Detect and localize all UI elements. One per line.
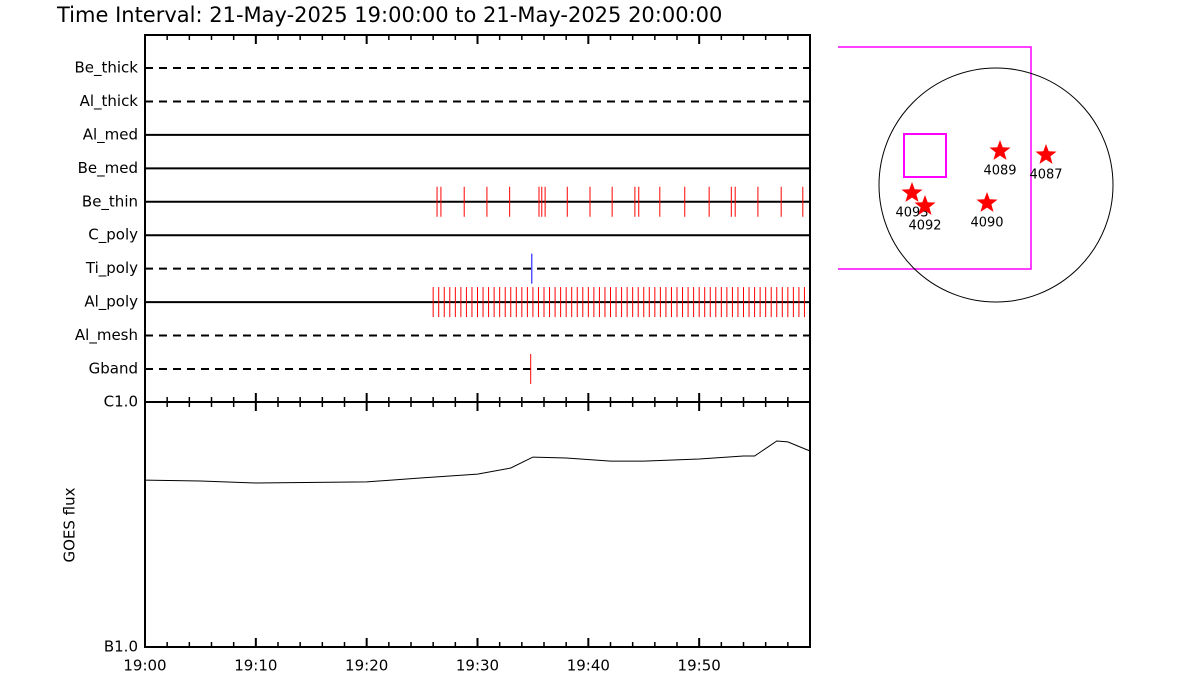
filter-label: Al_med (83, 125, 138, 144)
y-axis-label: GOES flux (61, 487, 79, 562)
x-tick-label: 19:00 (123, 657, 166, 675)
region-star (1035, 144, 1057, 164)
x-tick-label: 19:50 (678, 657, 721, 675)
filter-label: Be_thick (74, 59, 138, 78)
x-tick-label: 19:40 (567, 657, 610, 675)
x-tick-label: 19:30 (456, 657, 499, 675)
filter-label: Al_poly (84, 293, 138, 312)
title: Time Interval: 21-May-2025 19:00:00 to 2… (56, 3, 722, 27)
region-star (914, 195, 936, 215)
region-star (976, 192, 998, 212)
region-star (989, 140, 1011, 160)
y-tick-label: C1.0 (104, 393, 138, 411)
filter-label: C_poly (88, 226, 138, 245)
y-tick-label: B1.0 (104, 638, 138, 656)
target-box (903, 133, 947, 178)
timeline-frame (144, 34, 811, 403)
context-map (838, 46, 1114, 303)
filter-label: Ti_poly (85, 259, 138, 278)
solar-limb (878, 67, 1114, 303)
region-star (901, 182, 923, 202)
region-label: 4089 (983, 164, 1016, 179)
filter-label: Be_med (78, 159, 138, 178)
goes-flux-line (144, 440, 811, 484)
x-tick-label: 19:10 (234, 657, 277, 675)
fov-box (838, 46, 1032, 270)
region-label: 4087 (1029, 168, 1062, 183)
region-label: 4092 (908, 219, 941, 234)
x-tick-label: 19:20 (345, 657, 388, 675)
filter-label: Al_mesh (75, 326, 138, 345)
filter-label: Al_thick (80, 92, 139, 111)
goes-frame (144, 401, 811, 648)
filter-label: Be_thin (82, 192, 138, 211)
region-label: 4090 (970, 216, 1003, 231)
filter-label: Gband (89, 359, 138, 377)
